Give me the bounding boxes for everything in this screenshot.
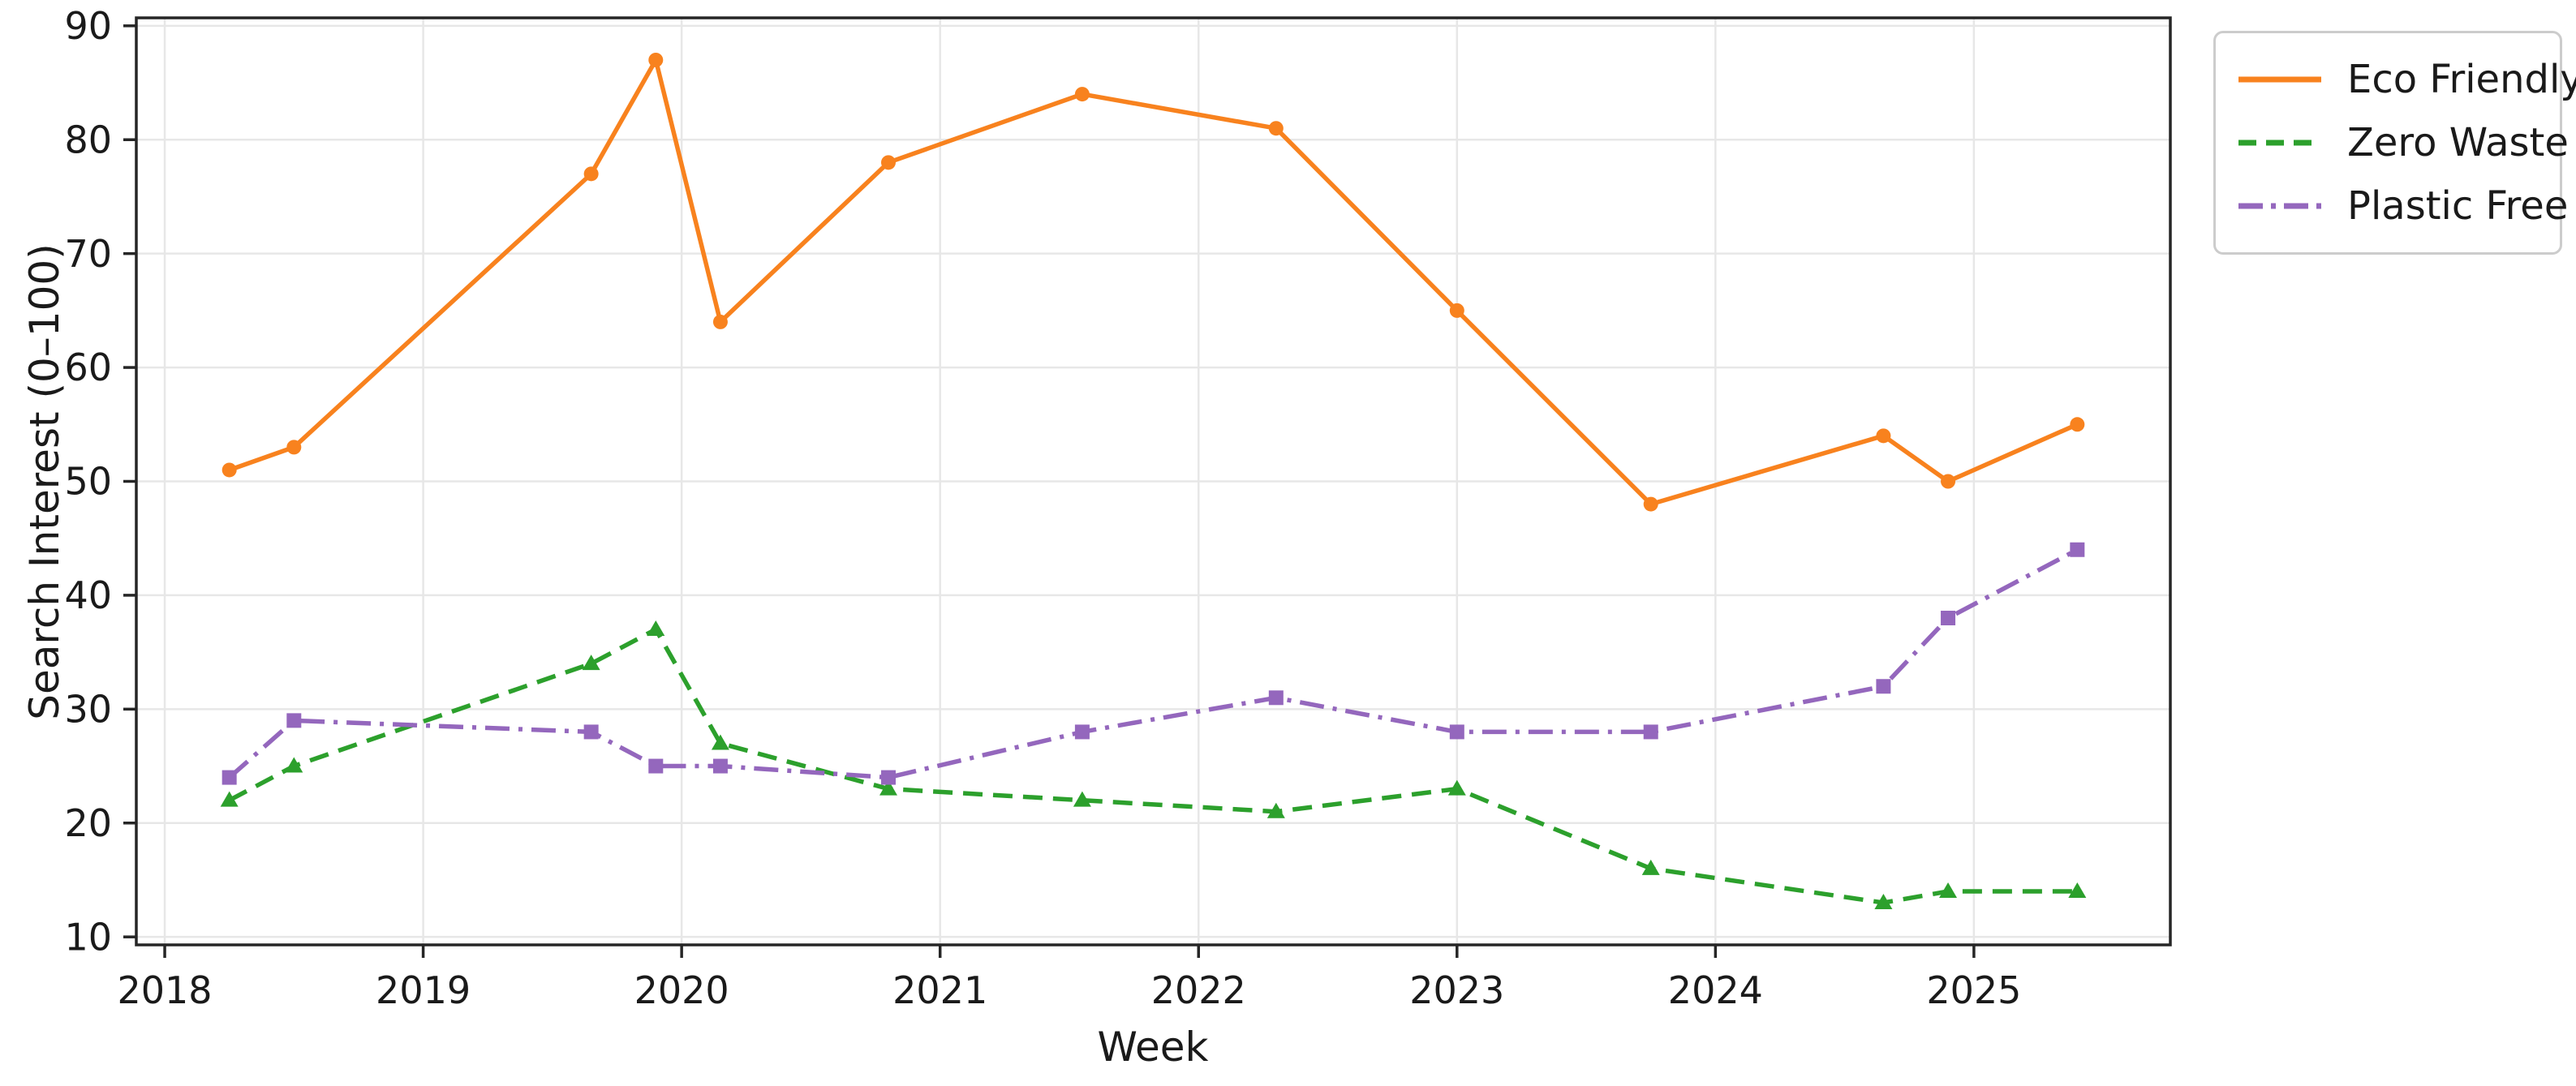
data-point-square [1268, 690, 1284, 706]
legend-label: Plastic Free [2347, 183, 2569, 229]
data-point-circle [221, 462, 237, 478]
data-point-square [1074, 724, 1090, 740]
data-point-square [1643, 724, 1658, 740]
y-tick-label: 50 [64, 460, 112, 504]
data-point-square [880, 770, 896, 785]
data-point-square [286, 713, 302, 728]
y-tick-label: 80 [64, 118, 112, 161]
data-point-triangle [1073, 791, 1091, 807]
legend-line-sample-dashdot [2238, 203, 2321, 209]
data-point-square [583, 724, 599, 740]
data-point-triangle [647, 620, 665, 637]
legend-label: Zero Waste [2347, 120, 2569, 165]
data-point-circle [1876, 428, 1891, 444]
y-axis-label: Search Interest (0–100) [21, 243, 68, 720]
data-point-triangle [220, 791, 239, 807]
y-tick-label: 40 [64, 573, 112, 617]
legend: Eco Friendly Zero Waste Plastic Free [2213, 31, 2576, 255]
legend-line-sample-dashed [2238, 140, 2321, 146]
data-point-square [1941, 611, 1956, 626]
data-point-triangle [1266, 802, 1285, 818]
data-point-circle [648, 52, 664, 67]
data-point-circle [1268, 121, 1284, 136]
data-point-triangle [582, 655, 600, 671]
data-point-triangle [1447, 779, 1466, 796]
x-tick-label: 2018 [118, 968, 213, 1012]
data-point-square [1449, 724, 1464, 740]
x-tick-label: 2025 [1926, 968, 2021, 1012]
y-tick-label: 70 [64, 232, 112, 276]
legend-label: Eco Friendly [2347, 57, 2576, 102]
data-point-square [648, 758, 664, 774]
y-tick-label: 30 [64, 687, 112, 731]
x-axis-label: Week [1097, 1024, 1209, 1071]
series-line-eco-friendly [228, 58, 2079, 507]
x-tick-label: 2023 [1409, 968, 1504, 1012]
data-point-circle [712, 314, 728, 329]
data-point-triangle [1939, 882, 1958, 899]
y-tick-label: 90 [64, 4, 112, 48]
y-tick-label: 60 [64, 346, 112, 389]
data-point-circle [1449, 303, 1464, 318]
data-point-square [221, 770, 237, 785]
legend-entry-zero-waste: Zero Waste [2235, 111, 2569, 174]
data-point-triangle [1641, 859, 1660, 875]
data-point-circle [1941, 474, 1956, 489]
data-point-circle [880, 155, 896, 170]
x-tick-label: 2019 [376, 968, 471, 1012]
legend-entry-eco-friendly: Eco Friendly [2235, 48, 2576, 111]
data-point-circle [1074, 87, 1090, 102]
data-point-triangle [711, 734, 729, 750]
data-point-square [1876, 679, 1891, 694]
data-point-circle [286, 440, 302, 455]
series-line-plastic-free [227, 547, 2079, 780]
data-point-circle [2070, 417, 2085, 432]
data-point-circle [583, 166, 599, 182]
y-tick-label: 10 [64, 915, 112, 959]
data-point-square [712, 758, 728, 774]
data-point-triangle [285, 757, 303, 773]
legend-entry-plastic-free: Plastic Free [2235, 174, 2568, 238]
y-tick-label: 20 [64, 801, 112, 845]
data-point-square [2070, 542, 2085, 557]
legend-line-sample-solid [2238, 76, 2321, 83]
x-tick-label: 2022 [1151, 968, 1246, 1012]
series-line-zero-waste [228, 627, 2078, 905]
data-point-triangle [2068, 882, 2087, 899]
data-point-triangle [879, 779, 897, 796]
x-tick-label: 2020 [634, 968, 729, 1012]
x-tick-label: 2024 [1668, 968, 1763, 1012]
x-tick-label: 2021 [892, 968, 987, 1012]
data-point-triangle [1874, 894, 1893, 910]
data-point-circle [1643, 496, 1658, 512]
